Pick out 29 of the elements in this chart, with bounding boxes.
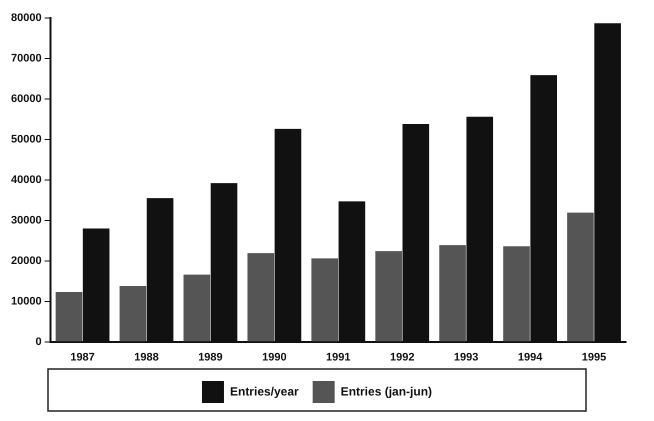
- y-tick-label: 40000: [10, 174, 42, 186]
- x-tick-label: 1995: [582, 351, 606, 364]
- y-tick-label: 80000: [10, 12, 42, 24]
- x-tick-label: 1992: [390, 351, 414, 364]
- bar: [439, 245, 466, 342]
- x-tick-label: 1994: [518, 351, 544, 364]
- y-tick-label: 0: [35, 336, 42, 348]
- x-tick-label: 1993: [454, 351, 478, 364]
- y-tick-label: 10000: [10, 295, 42, 308]
- bar: [311, 258, 338, 342]
- bar: [56, 292, 82, 342]
- y-tick-label: 30000: [10, 214, 42, 226]
- x-tick-label: 1991: [326, 351, 351, 364]
- bar: [567, 212, 594, 342]
- y-tick-label: 20000: [10, 254, 42, 267]
- x-tick-label: 1988: [134, 351, 159, 364]
- x-tick-label: 1987: [70, 351, 95, 364]
- bar: [247, 253, 274, 342]
- legend-label: Entries (jan-jun): [340, 384, 432, 398]
- legend-label: Entries/year: [230, 384, 300, 398]
- bar: [184, 274, 210, 342]
- bar: [375, 251, 402, 342]
- bar: [503, 246, 530, 342]
- x-tick-label: 1990: [262, 351, 287, 364]
- y-tick-label: 70000: [10, 52, 42, 65]
- y-tick-label: 50000: [10, 133, 42, 146]
- x-tick-label: 1989: [198, 351, 223, 364]
- bar: [120, 286, 146, 342]
- y-tick-label: 60000: [10, 92, 42, 105]
